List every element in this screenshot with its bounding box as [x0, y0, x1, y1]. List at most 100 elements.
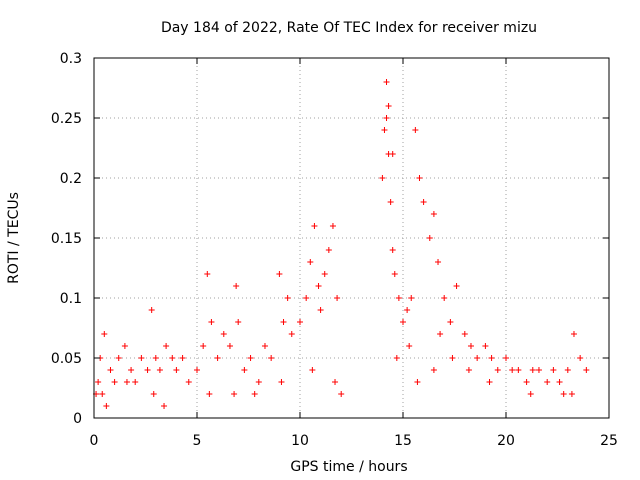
data-point	[430, 211, 437, 217]
data-point	[280, 319, 287, 325]
data-point	[220, 331, 227, 337]
data-point	[325, 247, 332, 253]
data-point	[583, 367, 590, 373]
data-point	[115, 355, 122, 361]
data-point	[103, 403, 110, 409]
y-tick-label: 0.2	[60, 171, 82, 187]
data-point	[435, 259, 442, 265]
data-point	[474, 355, 481, 361]
data-point	[523, 379, 530, 385]
data-point	[231, 391, 238, 397]
data-point	[550, 367, 557, 373]
y-tick-label: 0	[73, 411, 82, 427]
data-point	[406, 343, 413, 349]
data-point	[529, 367, 536, 373]
data-point	[288, 331, 295, 337]
data-point	[152, 355, 159, 361]
data-point	[317, 307, 324, 313]
data-point	[200, 343, 207, 349]
data-point	[503, 355, 509, 361]
data-point	[420, 199, 427, 205]
data-point	[416, 175, 423, 181]
data-point	[441, 295, 448, 301]
data-point	[329, 223, 336, 229]
x-tick-label: 5	[193, 433, 202, 449]
data-point	[123, 379, 130, 385]
data-point	[150, 391, 157, 397]
data-point	[467, 343, 474, 349]
data-point	[568, 391, 575, 397]
data-point	[381, 127, 388, 133]
data-point	[235, 319, 242, 325]
data-point	[255, 379, 262, 385]
data-point	[173, 367, 180, 373]
data-point	[488, 355, 495, 361]
data-point	[334, 295, 341, 301]
data-point	[494, 367, 501, 373]
data-point	[204, 271, 211, 277]
y-tick-label: 0.1	[60, 291, 82, 307]
data-point	[321, 271, 328, 277]
x-tick-label: 25	[600, 433, 618, 449]
data-point	[556, 379, 563, 385]
data-point	[208, 319, 215, 325]
x-tick-label: 0	[90, 433, 99, 449]
data-point	[465, 367, 472, 373]
data-point	[233, 283, 240, 289]
data-point	[206, 391, 213, 397]
data-point	[121, 343, 128, 349]
data-point	[430, 367, 437, 373]
data-point	[404, 307, 411, 313]
data-point	[447, 319, 454, 325]
data-point	[194, 367, 200, 373]
data-point	[107, 367, 114, 373]
data-point	[214, 355, 221, 361]
data-point	[383, 79, 390, 85]
data-point	[486, 379, 493, 385]
data-point	[577, 355, 584, 361]
data-point	[560, 391, 567, 397]
data-point	[276, 271, 283, 277]
data-point	[527, 391, 534, 397]
data-point	[101, 331, 108, 337]
data-point	[535, 367, 542, 373]
x-tick-label: 15	[394, 433, 412, 449]
data-point	[144, 367, 151, 373]
plot-frame	[93, 57, 610, 419]
data-point	[163, 343, 170, 349]
data-point	[247, 355, 254, 361]
data-point	[161, 403, 168, 409]
data-point	[544, 379, 551, 385]
data-point	[515, 367, 522, 373]
data-point	[179, 355, 186, 361]
data-point	[156, 367, 163, 373]
data-point	[389, 151, 396, 157]
data-point	[395, 295, 402, 301]
data-point	[309, 367, 316, 373]
data-point	[453, 283, 460, 289]
data-point	[307, 259, 314, 265]
data-point	[132, 379, 139, 385]
data-point	[311, 223, 318, 229]
y-tick-label: 0.15	[51, 231, 82, 247]
data-point	[400, 319, 406, 325]
data-points	[93, 79, 590, 409]
data-point	[241, 367, 248, 373]
data-point	[99, 391, 106, 397]
data-point	[385, 103, 392, 109]
data-point	[426, 235, 433, 241]
data-point	[251, 391, 258, 397]
data-point	[261, 343, 268, 349]
data-point	[387, 199, 394, 205]
data-point	[185, 379, 192, 385]
data-point	[332, 379, 339, 385]
data-point	[379, 175, 386, 181]
grid-lines	[94, 58, 609, 418]
chart-title: Day 184 of 2022, Rate Of TEC Index for r…	[161, 20, 537, 36]
data-point	[169, 355, 176, 361]
data-point	[111, 379, 118, 385]
data-point	[408, 295, 415, 301]
data-point	[564, 367, 571, 373]
data-point	[412, 127, 419, 133]
